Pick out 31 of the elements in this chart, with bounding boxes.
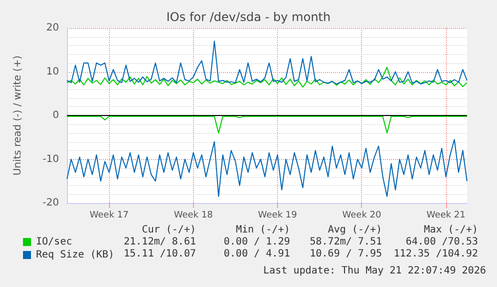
text: 112.35 /104.92 xyxy=(394,248,478,260)
y-tick-label: 0 xyxy=(52,110,59,121)
line-series xyxy=(66,116,468,134)
text: Max (-/+) xyxy=(424,224,478,236)
x-tick-label: Week 19 xyxy=(258,210,298,220)
y-axis-title: Units read (-) / write (+) xyxy=(12,55,24,176)
text: Cur (-/+) xyxy=(142,224,196,236)
x-tick-label: Week 18 xyxy=(174,210,214,220)
line-series xyxy=(66,139,468,197)
text: 64.00 /70.53 xyxy=(406,236,478,248)
text: 0.00 / 4.91 xyxy=(224,248,290,260)
line-series xyxy=(66,66,468,88)
text: Min (-/+) xyxy=(236,224,290,236)
text: 15.11 /10.07 xyxy=(124,248,196,260)
y-tick-label: -10 xyxy=(42,154,59,165)
text: 10.69 / 7.95 xyxy=(310,248,382,260)
text: Last update: Thu May 21 22:07:49 2026 xyxy=(263,266,486,276)
text: 58.72m/ 7.51 xyxy=(310,236,382,248)
y-tick-label: -20 xyxy=(42,198,59,208)
line-series xyxy=(66,40,468,84)
x-tick-label: Week 21 xyxy=(426,210,466,220)
x-tick-label: Week 20 xyxy=(342,210,382,220)
legend-label: IO/sec xyxy=(36,236,72,248)
legend-label: Req Size (KB) xyxy=(36,250,114,260)
chart-title: IOs for /dev/sda - by month xyxy=(166,10,331,24)
text: 21.12m/ 8.61 xyxy=(124,236,196,248)
y-tick-label: 10 xyxy=(46,66,59,78)
y-tick-label: 20 xyxy=(46,22,59,34)
text: 0.00 / 1.29 xyxy=(224,236,290,248)
x-tick-label: Week 17 xyxy=(90,210,129,220)
text: Avg (-/+) xyxy=(328,224,382,236)
